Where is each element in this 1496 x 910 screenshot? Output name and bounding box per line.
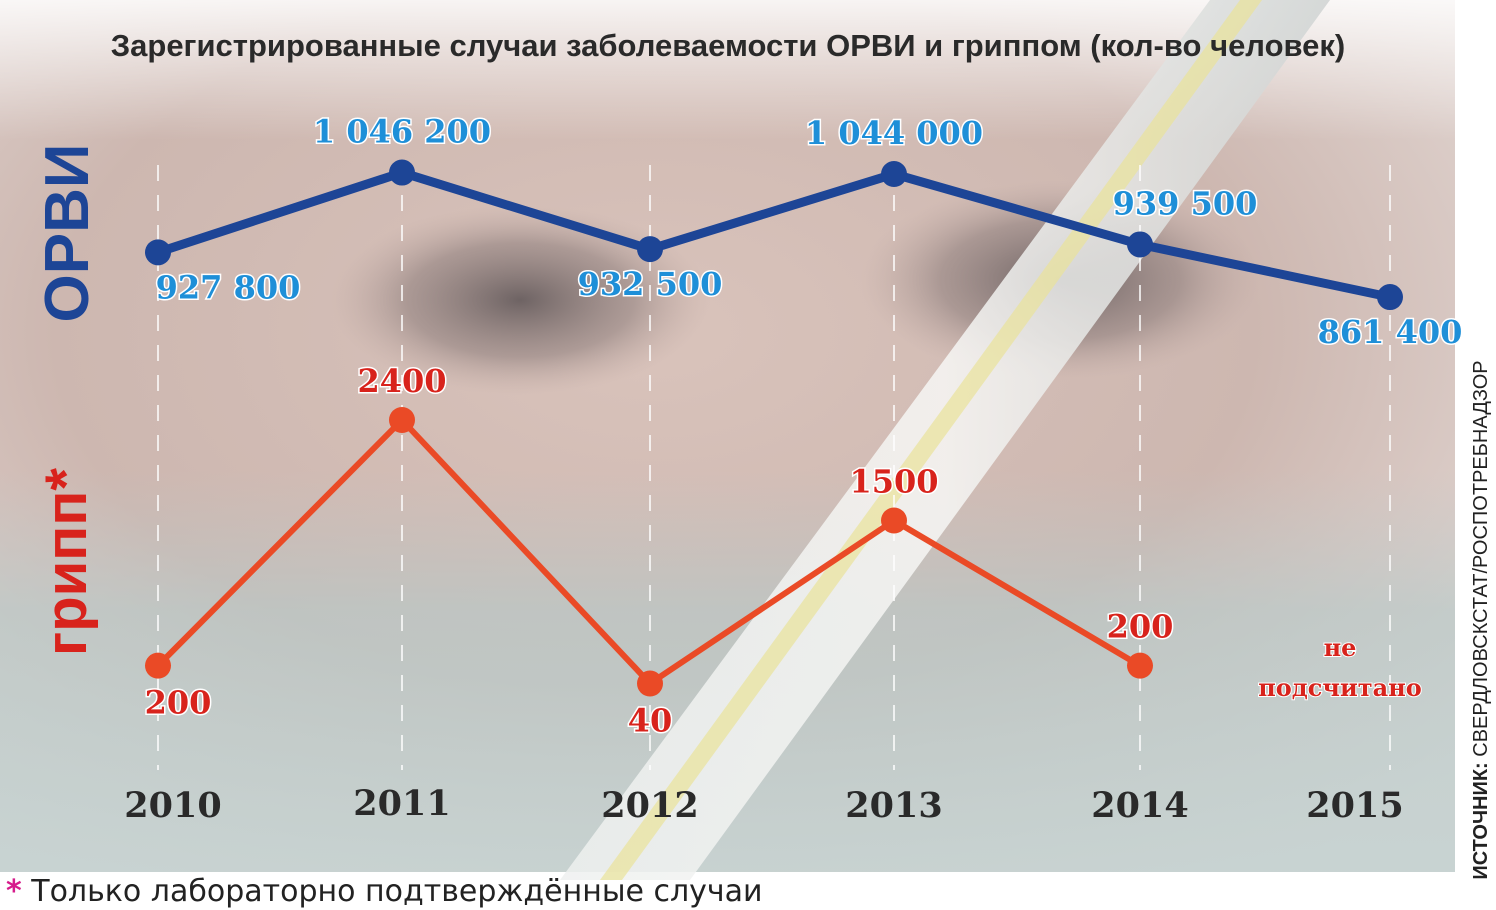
label-orvi-2010: 927 800: [156, 268, 301, 306]
label-orvi-2014: 939 500: [1113, 184, 1258, 222]
point-gripp-2012: [637, 670, 663, 697]
label-gripp-2014: 200: [1107, 608, 1174, 646]
point-gripp-2010: [145, 652, 171, 679]
label-gripp-2015-line1: не: [1324, 633, 1357, 662]
label-orvi-2015: 861 400: [1318, 313, 1463, 351]
point-orvi-2013: [881, 161, 907, 188]
label-gripp-2011: 2400: [357, 362, 446, 400]
series-line-orvi: [153, 168, 1395, 302]
year-label-2010: 2010: [124, 785, 221, 826]
data-labels: 927 800 1 046 200 932 500 1 044 000 939 500 8…: [143, 111, 1464, 741]
point-orvi-2011: [389, 159, 415, 186]
footnote: * Только лабораторно подтверждённые случ…: [6, 874, 763, 909]
year-label-2013: 2013: [845, 785, 942, 826]
grid: [157, 165, 1391, 770]
point-orvi-2015: [1377, 284, 1403, 311]
source-note: ИСТОЧНИК: СВЕРДЛОВСКСТАТ/РОСПОТРЕБНАДЗОР: [1470, 360, 1492, 879]
year-label-2015: 2015: [1306, 785, 1403, 826]
year-label-2011: 2011: [353, 783, 450, 824]
year-label-2012: 2012: [601, 785, 698, 826]
label-orvi-2011: 1 046 200: [313, 113, 491, 151]
label-gripp-2012: 40: [628, 702, 673, 740]
label-gripp-2010: 200: [145, 684, 212, 722]
data-points: [145, 159, 1403, 697]
point-gripp-2014: [1127, 652, 1153, 679]
footnote-text: Только лабораторно подтверждённые случаи: [22, 874, 763, 909]
footnote-star: *: [6, 874, 22, 909]
point-orvi-2012: [637, 236, 663, 263]
background-photo: [0, 0, 1455, 880]
source-text: СВЕРДЛОВСКСТАТ/РОСПОТРЕБНАДЗОР: [1470, 360, 1492, 756]
series-name-gripp: грипп*: [34, 468, 99, 656]
source-prefix: ИСТОЧНИК:: [1470, 757, 1492, 880]
point-gripp-2013: [881, 507, 907, 534]
point-gripp-2011: [389, 407, 415, 433]
label-orvi-2013: 1 044 000: [805, 114, 983, 152]
chart-title: Зарегистрированные случаи заболеваемости…: [111, 28, 1346, 63]
point-orvi-2010: [145, 239, 171, 266]
x-axis: 2010 2011 2012 2013 2014 2015: [124, 783, 1403, 826]
point-orvi-2014: [1127, 231, 1153, 258]
label-orvi-2012: 932 500: [578, 265, 723, 303]
year-label-2014: 2014: [1091, 785, 1188, 826]
label-gripp-2013: 1500: [849, 463, 938, 501]
series-name-orvi: ОРВИ: [33, 144, 102, 323]
label-gripp-2015-line2: подсчитано: [1258, 673, 1422, 702]
